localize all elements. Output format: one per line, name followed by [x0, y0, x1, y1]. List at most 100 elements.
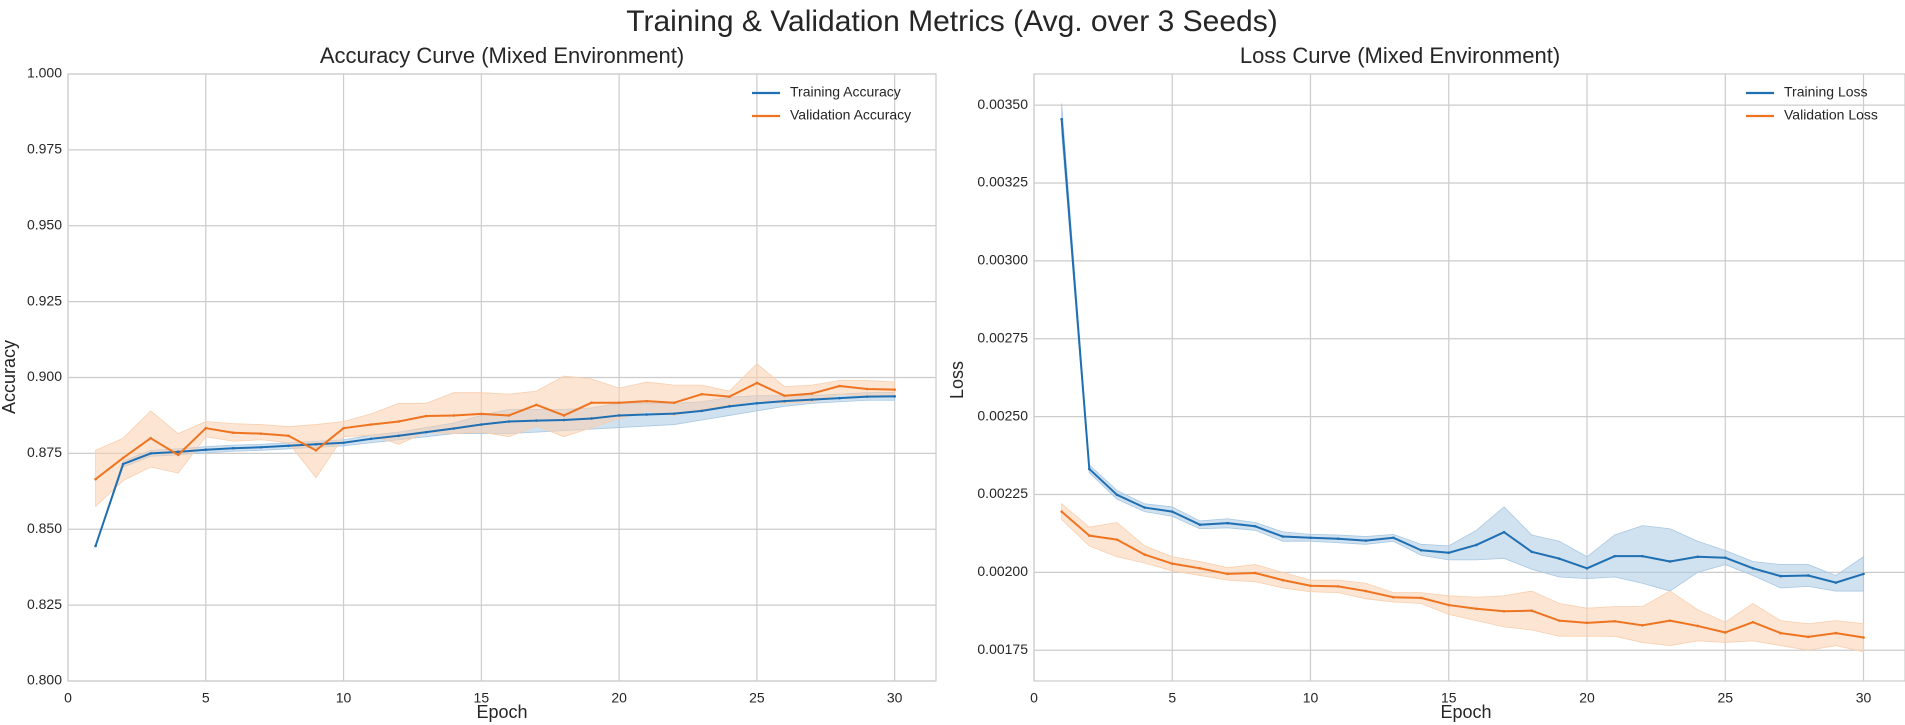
validation-accuracy-point	[480, 412, 483, 416]
training-accuracy-point	[810, 398, 814, 401]
validation-loss-point	[1115, 538, 1119, 541]
loss-y-axis-label: Loss	[947, 361, 967, 399]
training-loss-point	[1558, 557, 1561, 560]
training-accuracy-point	[287, 444, 290, 448]
training-accuracy-point	[700, 409, 704, 413]
accuracy-y-tick-label: 0.825	[27, 596, 62, 612]
validation-loss-point	[1779, 631, 1782, 635]
loss-y-tick-label: 0.00200	[977, 563, 1028, 579]
loss-y-tick-label: 0.00350	[977, 96, 1028, 112]
loss-x-tick-label: 0	[1030, 690, 1038, 706]
validation-loss-line	[1060, 510, 1864, 639]
training-accuracy-point	[176, 450, 180, 454]
validation-accuracy-point	[590, 401, 593, 404]
validation-accuracy-point	[452, 414, 456, 417]
loss-y-tick-label: 0.00175	[977, 641, 1028, 657]
validation-loss-legend-label: Validation Loss	[1784, 107, 1878, 123]
training-loss-point	[1779, 574, 1782, 578]
accuracy-x-tick-label: 15	[474, 690, 490, 706]
validation-loss-point	[1088, 534, 1091, 537]
validation-accuracy-point	[369, 423, 373, 426]
validation-loss-point	[1198, 567, 1202, 570]
validation-accuracy-point	[176, 453, 180, 457]
validation-loss-point	[1585, 621, 1589, 625]
training-loss-point	[1641, 554, 1644, 558]
training-accuracy-point	[232, 446, 235, 450]
training-loss-point	[1751, 567, 1755, 570]
validation-accuracy-point	[287, 434, 290, 438]
loss-legend: Training Loss Validation Loss	[1746, 84, 1878, 123]
training-accuracy-point	[369, 437, 373, 441]
validation-accuracy-point	[893, 388, 896, 391]
validation-loss-point	[1530, 609, 1534, 612]
training-loss-point	[1115, 493, 1119, 497]
training-loss-point	[1502, 530, 1506, 534]
accuracy-y-tick-label: 0.900	[27, 368, 62, 384]
loss-x-axis-label: Epoch	[1440, 702, 1491, 722]
training-loss-point	[1336, 537, 1340, 541]
training-accuracy-point	[149, 452, 152, 455]
validation-loss-point	[1253, 571, 1257, 575]
training-loss-point	[1281, 535, 1285, 538]
training-accuracy-point	[397, 434, 400, 438]
validation-loss-point	[1447, 603, 1451, 607]
validation-accuracy-point	[121, 456, 125, 460]
validation-accuracy-legend-label: Validation Accuracy	[790, 107, 911, 123]
training-loss-point	[1419, 548, 1423, 552]
training-loss-point	[1170, 510, 1174, 513]
training-accuracy-point	[728, 405, 731, 408]
validation-accuracy-point	[562, 414, 566, 417]
validation-accuracy-point	[259, 432, 263, 435]
validation-accuracy-point	[838, 384, 841, 388]
validation-loss-point	[1558, 619, 1561, 622]
training-loss-point	[1364, 539, 1368, 542]
training-loss-point	[1088, 467, 1091, 471]
validation-accuracy-point	[783, 394, 786, 398]
training-accuracy-point	[645, 413, 648, 416]
training-loss-point	[1668, 560, 1672, 563]
validation-loss-point	[1364, 589, 1368, 593]
accuracy-x-tick-label: 0	[64, 690, 72, 706]
validation-loss-point	[1143, 553, 1146, 556]
validation-accuracy-point	[810, 392, 814, 395]
validation-accuracy-point	[535, 403, 538, 407]
training-accuracy-point	[755, 401, 759, 405]
validation-loss-point	[1226, 572, 1229, 576]
training-accuracy-point	[562, 418, 566, 422]
training-accuracy-point	[314, 442, 318, 446]
validation-loss-point	[1641, 624, 1644, 627]
accuracy-x-tick-label: 5	[202, 690, 210, 706]
accuracy-y-tick-label: 0.800	[27, 672, 62, 688]
training-loss-point	[1253, 524, 1257, 528]
accuracy-x-tick-label: 10	[336, 690, 352, 706]
training-loss-point	[1696, 555, 1699, 559]
validation-loss-point	[1309, 584, 1312, 588]
validation-accuracy-point	[865, 387, 869, 391]
validation-accuracy-point	[728, 395, 731, 398]
training-loss-band	[1061, 103, 1864, 592]
validation-accuracy-band	[95, 363, 896, 508]
accuracy-chart-title: Accuracy Curve (Mixed Environment)	[320, 43, 684, 68]
figure-suptitle: Training & Validation Metrics (Avg. over…	[626, 5, 1277, 38]
training-loss-point	[1585, 567, 1589, 570]
accuracy-y-tick-label: 0.925	[27, 292, 62, 308]
training-accuracy-point	[121, 462, 125, 466]
training-accuracy-point	[507, 420, 511, 423]
validation-accuracy-point	[617, 401, 621, 404]
training-loss-point	[1723, 556, 1727, 560]
training-loss-point	[1862, 572, 1865, 576]
accuracy-x-axis-label: Epoch	[476, 702, 527, 722]
validation-accuracy-point	[700, 392, 704, 396]
loss-x-tick-label: 5	[1168, 690, 1176, 706]
accuracy-y-tick-label: 0.975	[27, 141, 62, 157]
loss-chart: Loss Curve (Mixed Environment) 0 5 10 15 20 2…	[947, 43, 1905, 722]
accuracy-x-tick-label: 30	[887, 690, 903, 706]
accuracy-x-tick-label: 20	[611, 690, 627, 706]
loss-x-tick-label: 15	[1441, 690, 1457, 706]
validation-loss-point	[1419, 596, 1423, 600]
training-loss-point	[1806, 574, 1810, 577]
training-loss-point	[1834, 581, 1838, 584]
training-accuracy-legend-label: Training Accuracy	[790, 84, 901, 100]
accuracy-y-tick-label: 1.000	[27, 65, 62, 81]
